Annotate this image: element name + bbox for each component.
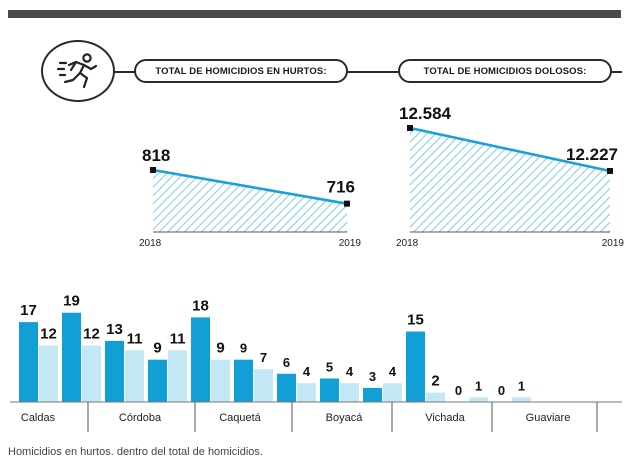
bar-dark-8 [320,378,339,402]
bar-light-12 [512,397,531,402]
dolosos-title: TOTAL DE HOMICIDIOS DOLOSOS: [423,65,587,77]
bar-dark-label-5: 18 [192,297,209,314]
running-person-glyph [56,53,98,89]
bar-light-label-1: 12 [40,326,57,343]
header-connector-3 [612,71,622,73]
hurtos-label-2019: 716 [327,178,355,197]
dolosos-title-pill: TOTAL DE HOMICIDIOS DOLOSOS: [398,59,612,83]
dolosos-point-2019 [607,167,613,174]
bar-light-label-2: 12 [83,326,100,343]
dolosos-trend-line [409,126,611,173]
bar-light-label-5: 9 [216,340,224,357]
bar-light-5 [211,359,230,402]
bar-dark-label-3: 13 [106,321,123,338]
bar-dark-label-12: 0 [498,383,505,398]
dolosos-label-2019: 12.227 [566,145,618,164]
bar-dark-label-7: 6 [283,355,290,370]
bar-dark-label-2: 19 [63,293,80,310]
chart-caption: Homicidios en hurtos. dentro del total d… [8,446,263,458]
bar-light-label-4: 11 [170,330,186,347]
bar-light-label-9: 4 [389,364,397,379]
bar-light-2 [82,345,101,402]
bar-light-label-8: 4 [346,364,354,379]
bar-light-label-11: 1 [475,378,482,393]
category-label-3: Caquetá [219,412,261,424]
category-label-1: Caldas [21,412,56,424]
category-label-2: Córdoba [119,412,162,424]
bar-dark-3 [105,340,124,402]
bar-dark-5 [191,317,210,402]
bar-dark-7 [277,373,296,402]
dolosos-label-2018: 12.584 [399,104,452,123]
bar-dark-label-11: 0 [455,383,462,398]
hurtos-x-tick-2019: 2019 [339,238,362,249]
bar-dark-label-4: 9 [153,340,161,357]
dolosos-x-tick-2019: 2019 [602,238,625,249]
bar-dark-1 [19,322,38,402]
dolosos-area-fill [410,128,610,232]
bar-light-7 [297,383,316,402]
dolosos-area-chart: 12.584 12.227 2018 2019 [396,104,624,249]
bar-light-label-3: 11 [127,330,143,347]
bar-light-9 [383,383,402,402]
hurtos-label-2018: 818 [142,146,170,165]
bar-light-11 [469,397,488,402]
bar-dark-label-9: 3 [369,369,376,384]
bar-light-label-6: 7 [260,350,267,365]
category-label-6: Guaviare [526,412,571,424]
hurtos-point-2018 [150,167,156,173]
bar-dark-2 [62,312,81,402]
category-label-4: Boyacá [326,412,364,424]
bar-light-6 [254,369,273,402]
bar-dark-label-10: 15 [407,312,424,329]
dolosos-x-tick-2018: 2018 [396,238,419,249]
bar-light-10 [426,392,445,402]
bar-dark-6 [234,359,253,402]
hurtos-area-fill [153,170,347,232]
bar-light-label-7: 4 [303,364,311,379]
bar-dark-label-1: 17 [20,302,37,319]
bar-dark-4 [148,359,167,402]
bar-light-4 [168,350,187,402]
top-divider-bar [8,10,621,18]
hurtos-trend-line [152,168,348,205]
bar-light-3 [125,350,144,402]
bar-light-1 [39,345,58,402]
bar-dark-label-6: 9 [240,341,247,356]
bar-light-label-10: 2 [431,373,439,390]
category-label-5: Vichada [425,412,465,424]
hurtos-x-tick-2018: 2018 [139,238,162,249]
bar-dark-9 [363,387,382,402]
running-person-icon [41,40,115,102]
dolosos-point-2018 [407,125,413,131]
header-connector-1 [113,71,135,73]
bar-light-label-12: 1 [518,378,525,393]
bar-dark-10 [406,331,425,402]
hurtos-point-2019 [344,200,350,207]
hurtos-title-pill: TOTAL DE HOMICIDIOS EN HURTOS: [134,59,348,83]
header-connector-2 [348,71,398,73]
bar-light-8 [340,383,359,402]
hurtos-area-chart: 818 716 2018 2019 [139,146,361,249]
hurtos-title: TOTAL DE HOMICIDIOS EN HURTOS: [155,65,327,77]
bar-dark-label-8: 5 [326,360,333,375]
